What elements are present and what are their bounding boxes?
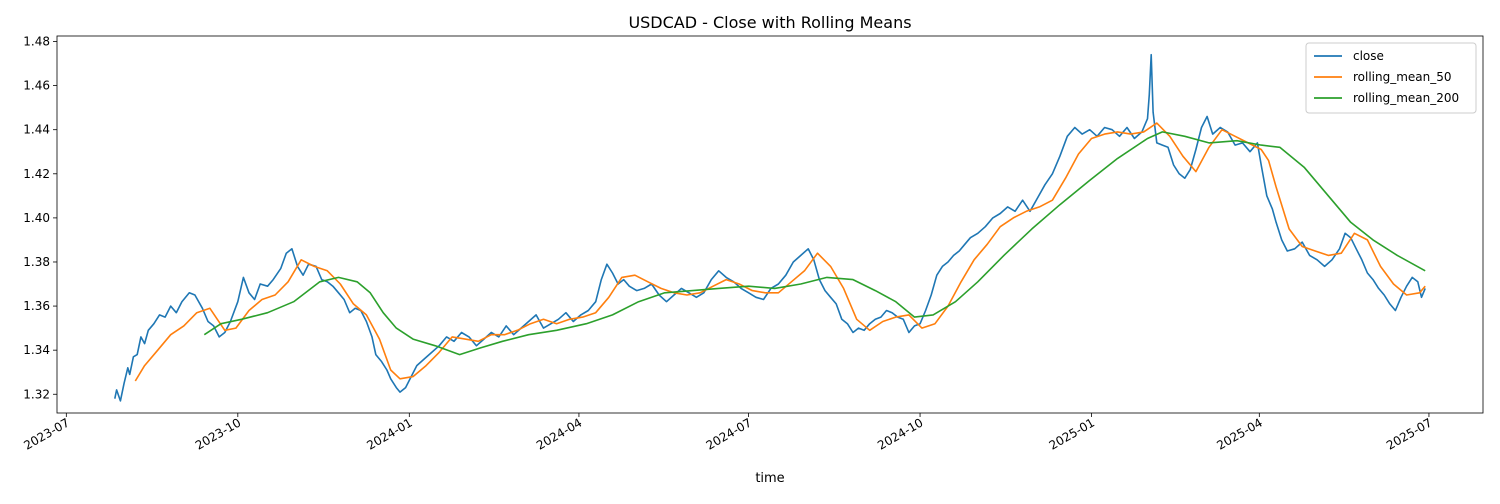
x-tick-label: 2023-10: [193, 415, 243, 452]
axes: 1.32 1.34 1.36 1.38 1.40 1.42 1.44 1.46 1.48 2023…: [21, 35, 1484, 453]
y-tick-label: 1.46: [23, 79, 50, 93]
x-tick-label: 2025-04: [1214, 415, 1264, 452]
y-tick-label: 1.32: [23, 387, 50, 401]
y-tick-label: 1.38: [23, 255, 50, 269]
legend-entry: rolling_mean_200: [1353, 91, 1459, 105]
x-axis-label: time: [755, 471, 784, 486]
x-tick-label: 2024-01: [364, 415, 414, 452]
legend: close rolling_mean_50 rolling_mean_200: [1305, 42, 1477, 114]
series-line-rolling-mean-50: [134, 122, 1426, 382]
series-line-rolling-mean-200: [203, 131, 1426, 356]
legend-box: [1305, 42, 1477, 114]
y-tick-label: 1.44: [23, 123, 50, 137]
x-tick-label: 2025-07: [1384, 415, 1434, 452]
plot-frame: [56, 35, 1484, 414]
x-tick-label: 2024-04: [534, 415, 584, 452]
x-tick-label: 2023-07: [21, 415, 71, 452]
x-tick-label: 2025-01: [1047, 415, 1097, 452]
x-tick-label: 2024-07: [704, 415, 754, 452]
legend-entry: rolling_mean_50: [1353, 70, 1452, 84]
series-line-close: [114, 53, 1426, 402]
y-tick-label: 1.40: [23, 211, 50, 225]
chart-title: USDCAD - Close with Rolling Means: [628, 13, 911, 32]
y-tick-label: 1.48: [23, 35, 50, 49]
x-tick-label: 2024-10: [875, 415, 925, 452]
y-tick-label: 1.36: [23, 299, 50, 313]
y-tick-label: 1.34: [23, 343, 50, 357]
series-lines: [114, 53, 1426, 402]
y-tick-label: 1.42: [23, 167, 50, 181]
legend-entry: close: [1353, 49, 1384, 63]
